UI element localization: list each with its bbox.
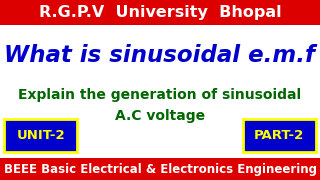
Text: UNIT-2: UNIT-2	[16, 129, 65, 142]
FancyBboxPatch shape	[0, 158, 320, 180]
FancyBboxPatch shape	[4, 119, 77, 152]
Text: BEEE Basic Electrical & Electronics Engineering: BEEE Basic Electrical & Electronics Engi…	[4, 163, 316, 175]
Text: What is sinusoidal e.m.f: What is sinusoidal e.m.f	[4, 44, 316, 67]
Text: Explain the generation of sinusoidal: Explain the generation of sinusoidal	[19, 87, 301, 102]
FancyBboxPatch shape	[0, 0, 320, 25]
Text: A.C voltage: A.C voltage	[115, 109, 205, 123]
Text: PART-2: PART-2	[254, 129, 305, 142]
FancyBboxPatch shape	[243, 119, 316, 152]
Text: R.G.P.V  University  Bhopal: R.G.P.V University Bhopal	[39, 5, 281, 20]
